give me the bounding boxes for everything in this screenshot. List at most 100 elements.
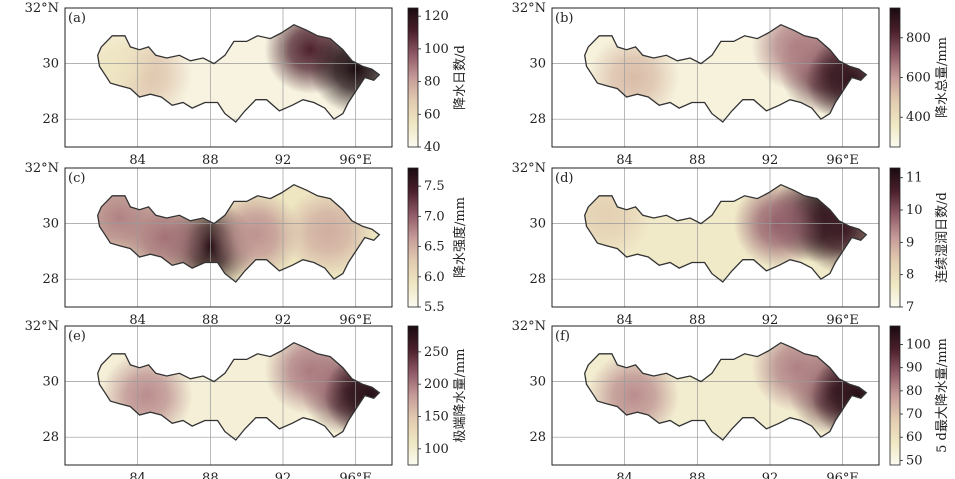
y-tick-label: 30 — [529, 57, 546, 72]
panel-6: 84 88 92 96°E 32°N 30 28 (f) 50 60 70 80 90 100 5 d最大降… — [512, 319, 950, 479]
colorbar-tick-label: 200 — [424, 377, 449, 392]
field-hotspot — [209, 190, 302, 280]
colorbar-tick-label: 50 — [906, 453, 923, 468]
panel-label: (f) — [555, 329, 570, 344]
y-tick-label: 32°N — [25, 319, 59, 334]
colorbar-tick-label: 7 — [906, 300, 914, 315]
y-tick-label: 30 — [42, 217, 59, 232]
colorbar — [407, 167, 419, 308]
colorbar-tick-label: 400 — [906, 110, 931, 125]
colorbar — [407, 7, 419, 148]
colorbar-tick-label: 6.5 — [424, 240, 445, 255]
plot-border — [64, 325, 393, 466]
colorbar-tick-label: 100 — [424, 42, 449, 57]
plot-border — [551, 325, 880, 466]
colorbar-tick-label: 600 — [906, 71, 931, 86]
x-tick-label: 92 — [762, 313, 779, 328]
x-tick-label: 96°E — [339, 313, 372, 328]
panel-label: (c) — [68, 171, 85, 186]
x-tick-label: 84 — [616, 313, 633, 328]
colorbar-tick-label: 8 — [906, 268, 914, 283]
x-tick-label: 92 — [275, 313, 292, 328]
colorbar-tick-label: 800 — [906, 31, 931, 46]
y-tick-label: 28 — [529, 430, 546, 445]
panel-3: 84 88 92 96°E 32°N 30 28 (c) 5.5 6.0 6.5 7.0 7.5 降水强度… — [25, 161, 468, 328]
panel-4: 84 88 92 96°E 32°N 30 28 (d) 7 8 9 10 11 连续湿润日数/d — [512, 161, 950, 328]
colorbar-tick-label: 90 — [906, 361, 923, 376]
colorbar-tick-label: 80 — [906, 384, 923, 399]
panel-2: 84 88 92 96°E 32°N 30 28 (b) 400 600 800 降水总量/mm — [512, 1, 950, 168]
colorbar-tick-label: 80 — [424, 75, 441, 90]
x-tick-label: 92 — [275, 471, 292, 479]
colorbar-tick-label: 120 — [424, 9, 449, 24]
plot-border — [64, 7, 393, 148]
y-tick-label: 28 — [42, 272, 59, 287]
colorbar-label: 5 d最大降水量/mm — [935, 338, 950, 453]
colorbar — [889, 7, 901, 148]
y-tick-label: 32°N — [512, 319, 546, 334]
x-tick-label: 88 — [689, 313, 706, 328]
y-tick-label: 32°N — [512, 1, 546, 16]
colorbar-tick-label: 7.0 — [424, 209, 445, 224]
colorbar-tick-label: 60 — [906, 430, 923, 445]
x-tick-label: 92 — [275, 153, 292, 168]
x-tick-label: 96°E — [339, 153, 372, 168]
colorbar-label: 降水总量/mm — [935, 37, 950, 118]
x-tick-label: 92 — [762, 153, 779, 168]
basin-outline — [97, 341, 381, 441]
x-tick-label: 88 — [202, 153, 219, 168]
colorbar-tick-label: 10 — [906, 203, 923, 218]
colorbar-tick-label: 100 — [424, 442, 449, 457]
y-tick-label: 28 — [42, 112, 59, 127]
colorbar-tick-label: 5.5 — [424, 300, 445, 315]
basin-outline — [97, 183, 381, 283]
basin-outline — [584, 183, 868, 283]
colorbar-tick-label: 11 — [906, 171, 923, 186]
colorbar-tick-label: 100 — [906, 338, 931, 353]
x-tick-label: 88 — [689, 471, 706, 479]
panel-label: (e) — [68, 329, 86, 344]
colorbar-tick-label: 6.0 — [424, 270, 445, 285]
plot-border — [551, 167, 880, 308]
y-tick-label: 32°N — [512, 161, 546, 176]
x-tick-label: 88 — [689, 153, 706, 168]
colorbar — [407, 325, 419, 466]
colorbar-tick-label: 250 — [424, 345, 449, 360]
plot-border — [64, 167, 393, 308]
basin-outline — [97, 23, 381, 123]
colorbar-label: 连续湿润日数/d — [934, 192, 950, 283]
basin-outline — [584, 341, 868, 441]
panel-1: 84 88 92 96°E 32°N 30 28 (a) 40 60 80 100 120 降水日数/d — [25, 1, 468, 168]
y-tick-label: 30 — [529, 375, 546, 390]
y-tick-label: 28 — [529, 272, 546, 287]
x-tick-label: 84 — [129, 153, 146, 168]
panel-5: 84 88 92 96°E 32°N 30 28 (e) 100 150 200 250 极端降水量/m… — [25, 319, 468, 479]
colorbar-label: 降水强度/mm — [452, 197, 468, 278]
colorbar-tick-label: 60 — [424, 107, 441, 122]
y-tick-label: 32°N — [25, 1, 59, 16]
x-tick-label: 96°E — [826, 153, 859, 168]
x-tick-label: 84 — [129, 313, 146, 328]
x-tick-label: 88 — [202, 313, 219, 328]
colorbar — [889, 325, 901, 466]
plot-border — [551, 7, 880, 148]
y-tick-label: 28 — [42, 430, 59, 445]
colorbar-tick-label: 7.5 — [424, 179, 445, 194]
y-tick-label: 30 — [42, 375, 59, 390]
basin-outline — [584, 23, 868, 123]
y-tick-label: 28 — [529, 112, 546, 127]
y-tick-label: 30 — [529, 217, 546, 232]
colorbar-label: 降水日数/d — [453, 45, 468, 110]
x-tick-label: 84 — [129, 471, 146, 479]
colorbar-tick-label: 150 — [424, 410, 449, 425]
colorbar-tick-label: 9 — [906, 235, 914, 250]
colorbar — [889, 167, 901, 308]
panel-label: (b) — [555, 11, 573, 26]
x-tick-label: 92 — [762, 471, 779, 479]
y-tick-label: 32°N — [25, 161, 59, 176]
colorbar-tick-label: 40 — [424, 140, 441, 155]
colorbar-tick-label: 70 — [906, 407, 923, 422]
x-tick-label: 96°E — [826, 313, 859, 328]
x-tick-label: 88 — [202, 471, 219, 479]
